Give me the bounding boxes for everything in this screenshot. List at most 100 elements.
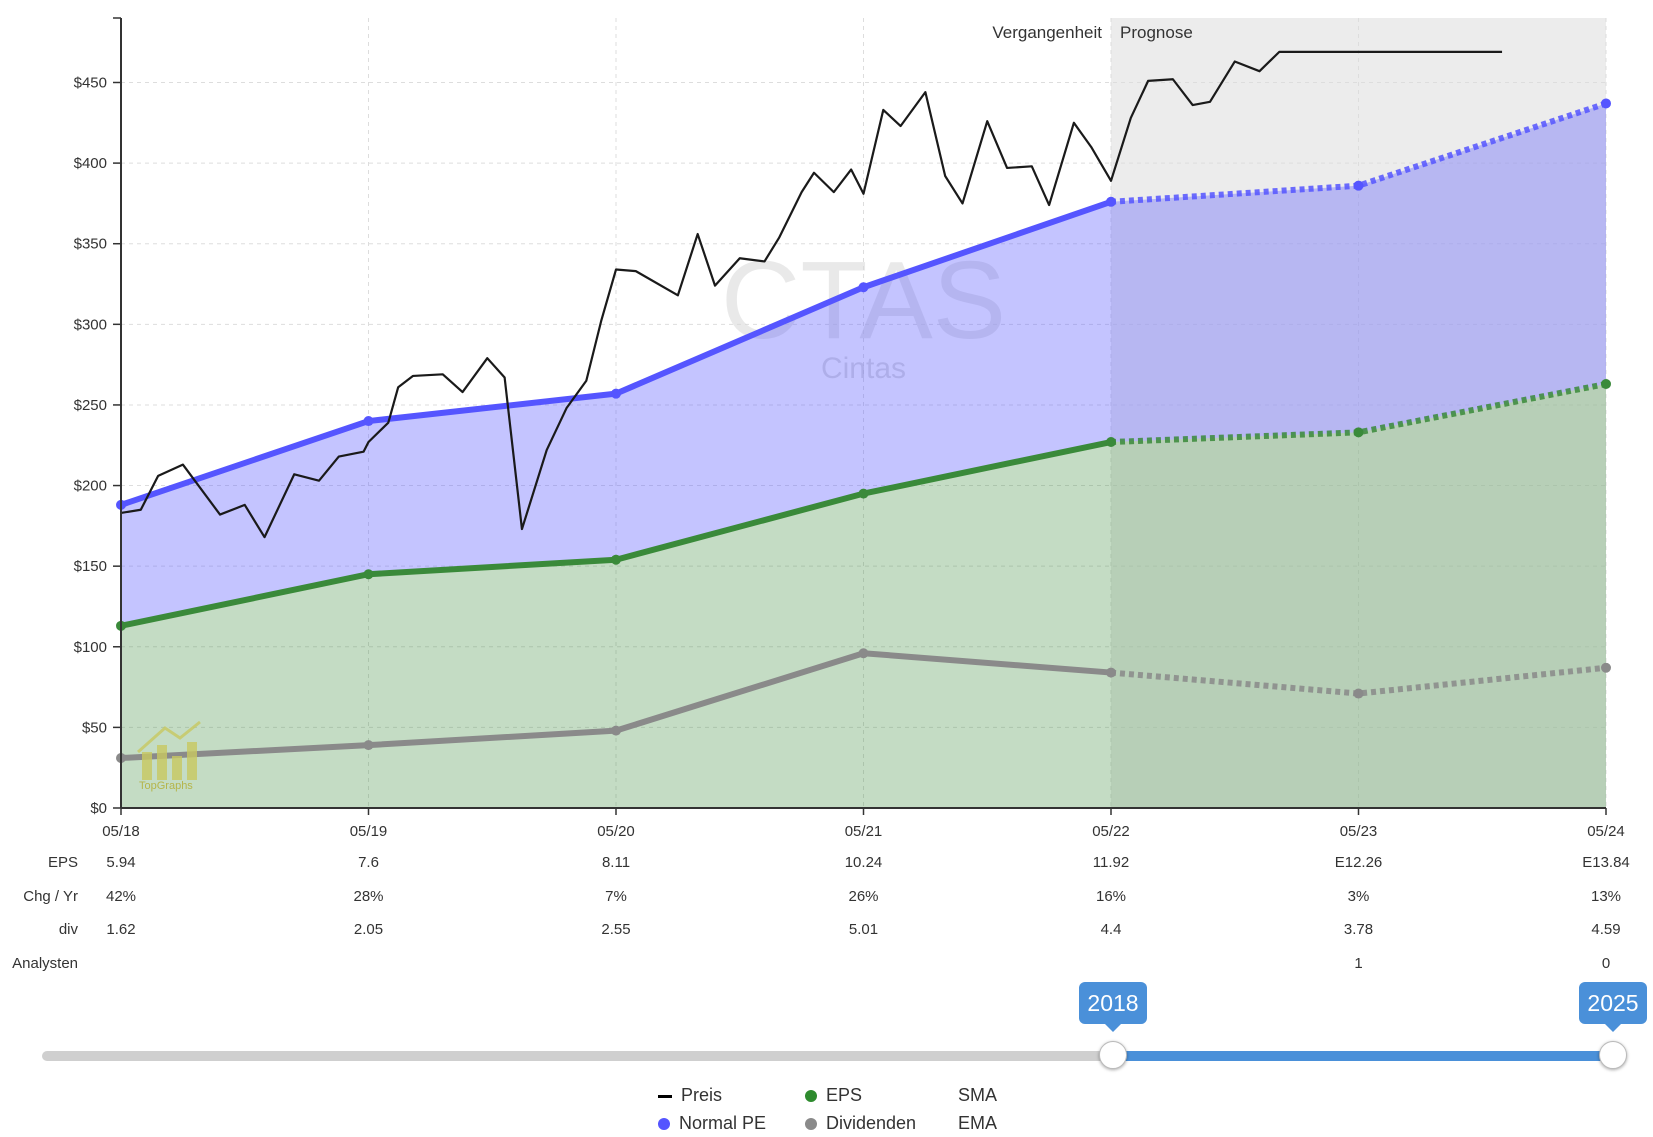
row-value: 2.55 (601, 921, 630, 938)
eps-point (1106, 437, 1116, 448)
legend-item-ema[interactable]: EMA (958, 1111, 997, 1135)
y-tick-label: $150 (74, 558, 107, 575)
watermark-company-name: Cintas (821, 352, 906, 385)
dot-icon (658, 1118, 670, 1131)
stock-chart: CTAS Cintas $0 $50 $100 $150 $200 $250 $300 $35… (12, 17, 1630, 972)
legend-label: Dividenden (826, 1113, 917, 1133)
row-value: 0 (1602, 955, 1610, 972)
gridlines (121, 18, 1607, 808)
dividenden-point (1353, 688, 1364, 699)
row-value: 28% (353, 888, 383, 905)
x-tick-label: 05/22 (1092, 823, 1130, 840)
range-slider-start-label: 2018 (1079, 982, 1147, 1032)
row-value: 16% (1096, 888, 1126, 905)
legend-label: Normal PE (679, 1113, 767, 1133)
area-fills (121, 103, 1606, 808)
row-value: 5.01 (849, 921, 878, 938)
x-tick-label: 05/21 (845, 823, 883, 840)
row-label: EPS (48, 854, 78, 871)
eps-point (1353, 427, 1364, 438)
row-value: 7% (605, 888, 627, 905)
row-value: 3% (1348, 888, 1370, 905)
normal-pe-area (121, 103, 1606, 626)
price-line (120, 50, 1503, 539)
y-tick-label: $450 (74, 74, 107, 91)
row-value: 2.05 (354, 921, 383, 938)
legend-item-preis[interactable]: Preis (658, 1083, 722, 1107)
dot-icon (805, 1118, 817, 1131)
y-tick-label: $100 (74, 639, 107, 656)
normal-pe-point (1601, 98, 1611, 109)
range-slider-end-handle[interactable] (1599, 1041, 1627, 1069)
x-tick-label: 05/19 (350, 823, 388, 840)
logo-text: TopGraphs (139, 780, 193, 792)
range-slider-end-label: 2025 (1579, 982, 1647, 1032)
row-value: 13% (1591, 888, 1621, 905)
row-label: Chg / Yr (23, 888, 78, 905)
line-icon (658, 1094, 672, 1098)
legend-item-sma[interactable]: SMA (958, 1083, 997, 1107)
row-value: 26% (848, 888, 878, 905)
y-tick-label: $300 (74, 316, 107, 333)
eps-point (363, 569, 374, 580)
eps-point (858, 488, 869, 499)
normal-pe-forecast-line (1110, 100, 1607, 205)
dividenden-forecast-line (1110, 664, 1607, 697)
y-tick-label: $50 (82, 719, 107, 736)
dividenden-point (1601, 662, 1611, 673)
legend-item-eps[interactable]: EPS (805, 1083, 862, 1107)
normal-pe-point (1106, 196, 1116, 207)
row-value: 4.4 (1101, 921, 1122, 938)
row-value: 10.24 (845, 854, 883, 871)
dividenden-point (858, 648, 869, 659)
row-label: div (59, 921, 79, 938)
x-tick-label: 05/20 (597, 823, 635, 840)
row-value: 3.78 (1344, 921, 1373, 938)
row-label: Analysten (12, 955, 78, 972)
row-value: 5.94 (106, 854, 135, 871)
eps-area (121, 383, 1606, 808)
dividenden-point (611, 725, 621, 736)
x-tick-label: 05/18 (102, 823, 140, 840)
y-tick-label: $350 (74, 236, 107, 253)
watermark-ticker: CTAS (721, 239, 1006, 362)
row-value: 11.92 (1093, 854, 1129, 871)
eps-point (1601, 378, 1611, 389)
normal-pe-point (363, 416, 374, 427)
period-label-forecast: Prognose (1120, 23, 1193, 42)
normal-pe-point (1353, 180, 1364, 191)
x-tick-label: 05/24 (1587, 823, 1625, 840)
legend-item-dividenden[interactable]: Dividenden (805, 1111, 916, 1135)
normal-pe-point (611, 388, 621, 399)
legend-item-normal-pe[interactable]: Normal PE (658, 1111, 766, 1135)
y-tick-label: $400 (74, 155, 107, 172)
row-value: 42% (106, 888, 136, 905)
dividenden-point (363, 740, 374, 751)
legend-label: EPS (826, 1085, 863, 1105)
y-tick-label: $200 (74, 478, 107, 495)
range-slider-start-handle[interactable] (1099, 1041, 1127, 1069)
dot-icon (805, 1090, 817, 1103)
x-tick-label: 05/23 (1340, 823, 1378, 840)
legend-label: Preis (681, 1085, 723, 1105)
eps-point (611, 554, 621, 565)
legend-label: SMA (958, 1085, 998, 1105)
legend-label: EMA (958, 1113, 998, 1133)
x-axis-ticks: 05/18 05/19 05/20 05/21 05/22 05/23 05/24 (102, 808, 1625, 840)
row-value: E12.26 (1335, 854, 1383, 871)
y-tick-label: $250 (74, 397, 107, 414)
topgraphs-logo: TopGraphs (137, 720, 201, 792)
range-slider-track[interactable] (42, 1051, 1612, 1061)
y-tick-label: $0 (90, 800, 107, 817)
y-axis-ticks: $0 $50 $100 $150 $200 $250 $300 $350 $400 $450 (74, 17, 121, 817)
row-value: 4.59 (1591, 921, 1620, 938)
normal-pe-point (858, 282, 869, 293)
row-value: 8.11 (602, 854, 630, 871)
row-value: E13.84 (1582, 854, 1630, 871)
dividenden-point (1106, 667, 1116, 678)
row-value: 7.6 (358, 854, 379, 871)
data-rows-table: EPS 5.94 7.6 8.11 10.24 11.92 E12.26 E13.84 Chg … (12, 854, 1630, 972)
period-label-past: Vergangenheit (992, 23, 1102, 42)
range-slider-selection (1112, 1051, 1612, 1061)
row-value: 1 (1354, 955, 1362, 972)
